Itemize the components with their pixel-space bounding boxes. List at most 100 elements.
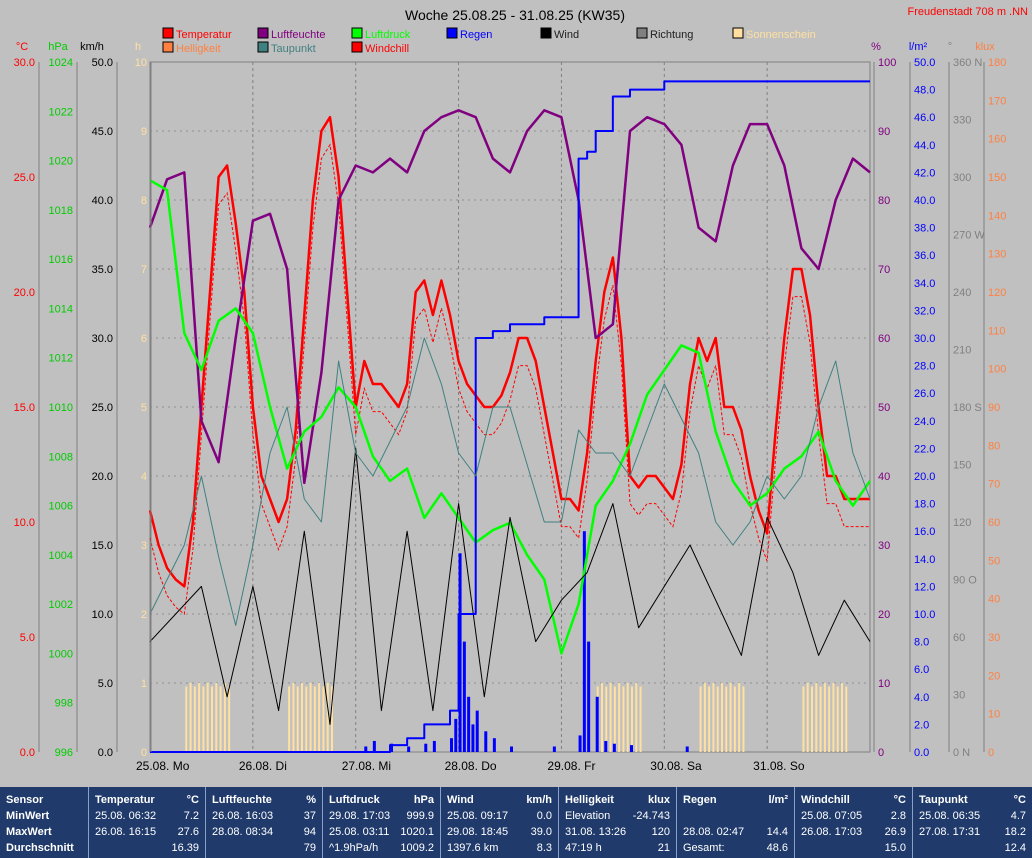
stats-column-unit: klux [647, 794, 670, 806]
legend-swatch [162, 27, 174, 39]
sunshine-bar [189, 683, 192, 752]
sunshine-bar [733, 686, 736, 752]
stats-row: 29.08. 17:03 999.9 [329, 810, 434, 825]
stats-cell-value: 48.6 [766, 842, 788, 854]
humidity-tick-label: 10 [878, 678, 890, 690]
sun-tick-label: 10 [135, 57, 147, 69]
sunshine-bar [331, 686, 333, 752]
rain-bar [552, 746, 556, 752]
humidity-tick-label: 80 [878, 195, 890, 207]
rain-tick-label: 14.0 [914, 554, 935, 566]
pressure-tick-label: 1012 [49, 353, 73, 365]
stats-column-unit: °C [186, 794, 199, 806]
wind-tick-label: 35.0 [92, 264, 113, 276]
stats-row: 1397.6 km 8.3 [447, 842, 552, 857]
rain-bar [372, 740, 376, 752]
humidity-tick-label: 60 [878, 333, 890, 345]
stats-row: 15.0 [801, 842, 906, 857]
sunshine-bar [823, 683, 826, 752]
weather-chart: 0.05.010.015.020.025.030.0°C996998100010… [14, 6, 1028, 773]
stats-row: 79 [212, 842, 316, 857]
sun-tick-label: 5 [141, 402, 147, 414]
rain-bar [467, 696, 471, 752]
legend-label: Luftfeuchte [271, 29, 325, 41]
temp-tick-label: 5.0 [20, 632, 35, 644]
sun-unit-label: h [135, 41, 141, 53]
humidity-tick-label: 70 [878, 264, 890, 276]
legend-swatch [257, 41, 269, 53]
pressure-tick-label: 1004 [49, 550, 73, 562]
humidity-tick-label: 20 [878, 609, 890, 621]
stats-cell-value: 14.4 [766, 826, 788, 838]
stats-table: Sensor MinWert MaxWert Durchschnitt Temp… [0, 787, 1032, 858]
stats-row: 28.08. 08:34 94 [212, 826, 316, 841]
klux-tick-label: 70 [988, 479, 1000, 491]
rain-tick-label: 6.0 [914, 664, 929, 676]
sunshine-bar [228, 686, 231, 752]
sunshine-bar [725, 686, 728, 752]
series-line-wind [149, 447, 871, 725]
rain-tick-label: 48.0 [914, 85, 935, 97]
legend: Temperatur Luftfeuchte Luftdruck Regen Wind R… [162, 27, 816, 55]
stats-cell-label: 26.08. 16:03 [212, 810, 274, 822]
rain-tick-label: 26.0 [914, 388, 935, 400]
legend-swatch [351, 27, 363, 39]
stats-column-header: Taupunkt °C [919, 794, 1026, 806]
sunshine-bar [635, 683, 638, 752]
stats-column-unit: °C [893, 794, 906, 806]
rain-bar [582, 531, 586, 752]
pressure-tick-label: 1008 [49, 451, 73, 463]
sunshine-bar [313, 686, 316, 752]
klux-tick-label: 30 [988, 632, 1000, 644]
rain-tick-label: 12.0 [914, 581, 935, 593]
stats-cell-label: 31.08. 13:26 [565, 826, 627, 838]
day-label: 29.08. Fr [547, 759, 595, 773]
stats-column-temperatur: Temperatur °C 25.08. 06:32 7.2 26.08. 16:15 2… [89, 787, 206, 858]
pressure-tick-label: 998 [55, 698, 73, 710]
sunshine-bar [828, 686, 831, 752]
stats-row: Gesamt: 48.6 [683, 842, 788, 857]
chart-title: Woche 25.08.25 - 31.08.25 (KW35) [405, 7, 625, 23]
rain-bar [432, 740, 436, 752]
stats-column-unit: °C [1013, 794, 1026, 806]
humidity-tick-label: 0 [878, 747, 884, 759]
direction-tick-label: 90 O [953, 575, 977, 587]
klux-tick-label: 120 [988, 287, 1006, 299]
rain-tick-label: 24.0 [914, 416, 935, 428]
stats-cell-value: 8.3 [536, 842, 552, 854]
rain-bar [578, 735, 582, 752]
rain-tick-label: 50.0 [914, 57, 935, 69]
stats-cell-label: Elevation [565, 810, 611, 822]
rain-bar [450, 738, 453, 752]
stats-row: 28.08. 02:47 14.4 [683, 826, 788, 841]
legend-swatch [732, 27, 744, 39]
stats-row: 27.08. 17:31 18.2 [919, 826, 1026, 841]
klux-tick-label: 180 [988, 57, 1006, 69]
rain-tick-label: 42.0 [914, 167, 935, 179]
stats-cell-value: 7.2 [183, 810, 199, 822]
stats-cell-value: 26.9 [884, 826, 906, 838]
sunshine-bar [211, 686, 213, 752]
sunshine-bar [819, 686, 822, 752]
stats-cell-value: 39.0 [530, 826, 552, 838]
sunshine-bar [198, 683, 201, 752]
rain-tick-label: 40.0 [914, 195, 935, 207]
sunshine-bar [215, 683, 218, 752]
pressure-tick-label: 1014 [49, 303, 73, 315]
rain-tick-label: 38.0 [914, 223, 935, 235]
humidity-unit-label: % [871, 41, 881, 53]
rain-tick-label: 30.0 [914, 333, 935, 345]
stats-cell-label: 25.08. 09:17 [447, 810, 509, 822]
sunshine-bar [815, 683, 818, 752]
direction-tick-label: 150 [953, 460, 971, 472]
wind-tick-label: 20.0 [92, 471, 113, 483]
rain-bar [471, 724, 475, 752]
pressure-tick-label: 1020 [49, 156, 73, 168]
klux-tick-label: 160 [988, 134, 1006, 146]
series-line-regen [150, 80, 870, 753]
direction-tick-label: 30 [953, 690, 965, 702]
sunshine-bar [708, 686, 711, 752]
stats-sensor-column: Sensor MinWert MaxWert Durchschnitt [0, 787, 89, 858]
stats-cell-value: 37 [303, 810, 316, 822]
stats-column-luftfeuchte: Luftfeuchte% 26.08. 16:03 37 28.08. 08:34 94… [206, 787, 323, 858]
